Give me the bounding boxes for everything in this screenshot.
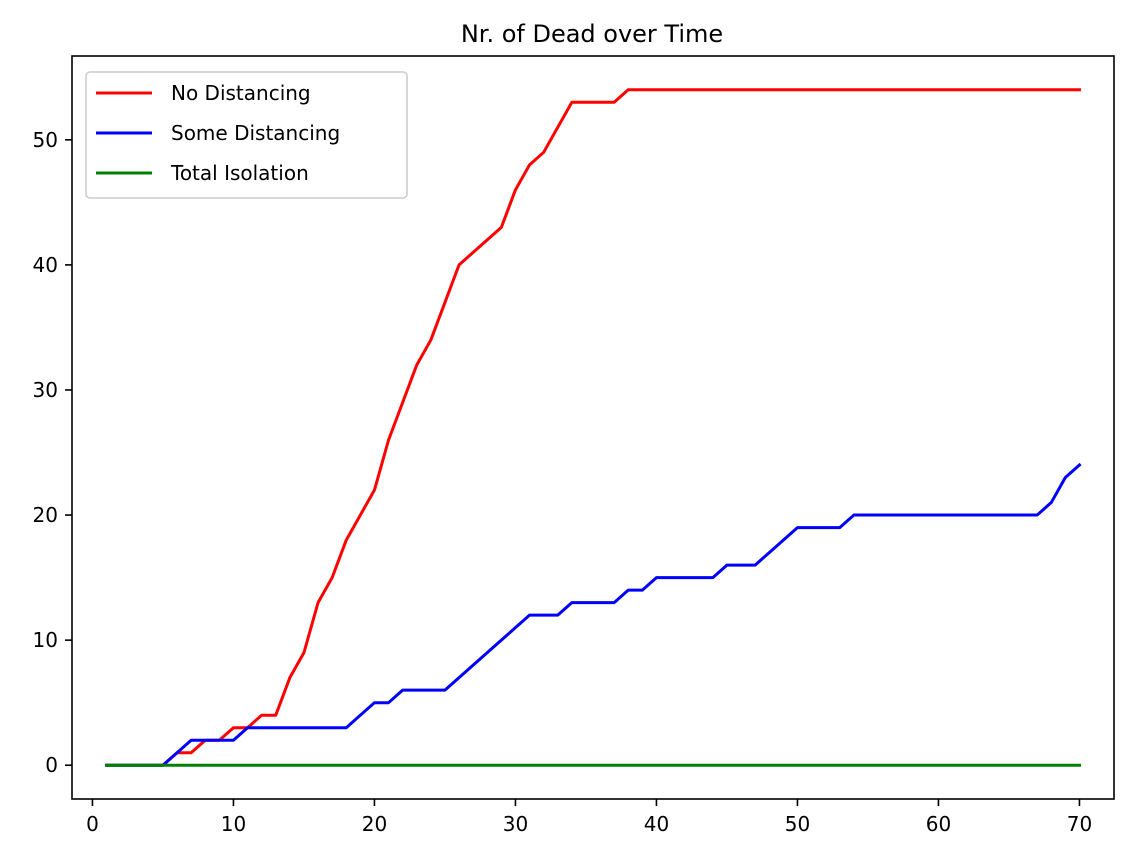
y-tick-label: 30 [33,378,58,402]
legend-box [85,71,408,199]
legend: No Distancing Some Distancing Total Isolat… [85,71,408,199]
legend-label: Some Distancing [171,121,340,145]
x-tick-label: 0 [86,812,99,836]
x-tick-label: 50 [785,812,810,836]
x-tick-label: 10 [221,812,246,836]
series-line-no-distancing [105,88,1081,767]
legend-label: Total Isolation [170,161,309,185]
axes-frame [71,55,1115,800]
x-tick-label: 40 [644,812,669,836]
y-tick-label: 40 [33,253,58,277]
x-tick-label: 20 [362,812,387,836]
legend-label: No Distancing [171,81,311,105]
y-tick-label: 10 [33,628,58,652]
series-line-some-distancing [105,462,1082,767]
plot-area [105,88,1082,767]
x-tick-label: 60 [926,812,951,836]
x-tick-label: 30 [503,812,528,836]
x-tick-label: 70 [1067,812,1092,836]
y-tick-label: 50 [33,128,58,152]
y-tick-label: 0 [45,753,58,777]
y-tick-label: 20 [33,503,58,527]
axes: 0 10 20 30 40 50 60 70 0 10 20 30 40 50 [33,55,1115,836]
chart-title: Nr. of Dead over Time [461,20,723,48]
